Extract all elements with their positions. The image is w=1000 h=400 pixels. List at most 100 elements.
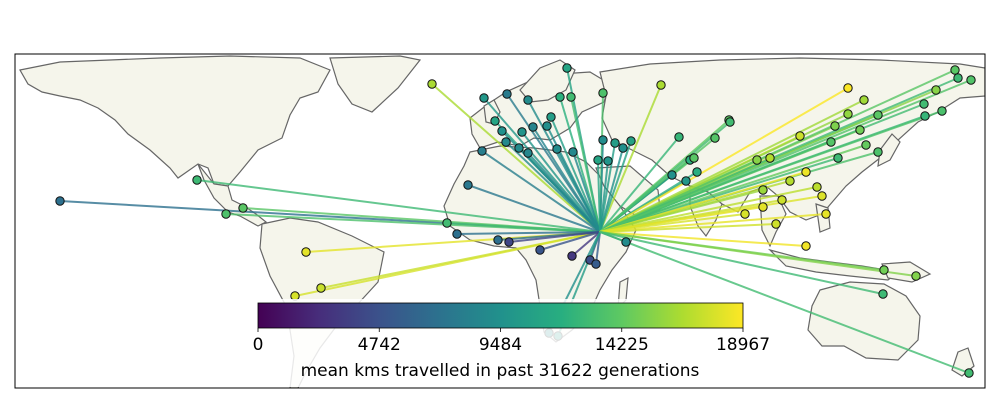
migration-point xyxy=(523,148,533,158)
migration-line xyxy=(599,213,827,233)
migration-line xyxy=(599,69,956,233)
colorbar-label: mean kms travelled in past 31622 generat… xyxy=(301,361,700,381)
migration-line xyxy=(599,160,609,233)
migration-point xyxy=(765,153,775,163)
migration-point xyxy=(514,143,524,153)
migration-point xyxy=(290,291,300,301)
migration-point xyxy=(710,133,720,143)
migration-point xyxy=(479,93,489,103)
migration-point xyxy=(517,127,527,137)
migration-line xyxy=(505,141,601,233)
migration-line xyxy=(599,84,662,233)
migration-point xyxy=(301,247,311,257)
migration-point xyxy=(861,140,871,150)
migration-point xyxy=(490,116,500,126)
migration-point xyxy=(593,155,603,165)
migration-line xyxy=(599,231,807,247)
migration-line xyxy=(431,83,601,233)
colorbar: 0 4742 9484 14225 18967 mean kms travelled i… xyxy=(250,299,770,387)
map-frame xyxy=(14,53,986,389)
colorbar-ticks: 0 4742 9484 14225 18967 xyxy=(253,328,770,355)
migration-point xyxy=(911,271,921,281)
migration-point xyxy=(937,106,947,116)
migration-point xyxy=(758,185,768,195)
landmass-central-america xyxy=(197,163,268,227)
migration-point xyxy=(546,112,556,122)
migration-point xyxy=(826,137,836,147)
migration-point xyxy=(821,209,831,219)
migration-point xyxy=(427,79,437,89)
migration-line xyxy=(467,184,601,233)
migration-point xyxy=(692,167,702,177)
migration-line xyxy=(539,231,601,251)
migration-point xyxy=(618,143,628,153)
migration-point xyxy=(964,368,974,378)
migration-point xyxy=(598,135,608,145)
migration-point xyxy=(931,85,941,95)
migration-point xyxy=(621,237,631,247)
migration-point xyxy=(920,111,930,121)
migration-point xyxy=(566,92,576,102)
colorbar-tick-label: 18967 xyxy=(716,335,770,355)
migration-point xyxy=(950,65,960,75)
migration-point xyxy=(843,83,853,93)
landmass-australia xyxy=(807,281,921,361)
migration-line xyxy=(599,110,943,233)
migration-point xyxy=(477,146,487,156)
migration-point xyxy=(501,137,511,147)
migration-point xyxy=(855,125,865,135)
migration-line xyxy=(456,231,601,235)
migration-point xyxy=(603,156,613,166)
migration-point xyxy=(873,110,883,120)
migration-point xyxy=(442,218,452,228)
migration-line xyxy=(595,231,601,265)
migration-point xyxy=(562,63,572,73)
migration-line xyxy=(196,179,601,233)
migration-line xyxy=(599,121,731,233)
migration-line xyxy=(571,231,601,257)
migration-point xyxy=(656,80,666,90)
migration-point xyxy=(966,75,976,85)
migration-point xyxy=(812,182,822,192)
migration-point xyxy=(591,259,601,269)
migration-point xyxy=(752,155,762,165)
migration-point xyxy=(568,147,578,157)
migration-point xyxy=(817,191,827,201)
migration-point xyxy=(740,209,750,219)
migration-point xyxy=(497,126,507,136)
migration-point xyxy=(830,121,840,131)
migration-point xyxy=(626,136,636,146)
migration-point xyxy=(523,95,533,105)
migration-line xyxy=(599,223,777,233)
migration-point xyxy=(785,176,795,186)
migration-point xyxy=(502,89,512,99)
migration-line xyxy=(570,96,601,233)
migration-point xyxy=(681,176,691,186)
migration-point xyxy=(528,122,538,132)
migration-point xyxy=(873,147,883,157)
migration-line xyxy=(599,231,970,374)
migration-line xyxy=(599,79,972,233)
migration-line xyxy=(508,231,601,243)
migration-point xyxy=(316,283,326,293)
migration-point xyxy=(192,175,202,185)
migration-line xyxy=(527,152,601,233)
colorbar-tick-label: 0 xyxy=(253,335,264,355)
colorbar-gradient xyxy=(257,302,744,329)
landmass-scandinavia xyxy=(519,59,576,103)
migration-point xyxy=(689,153,699,163)
migration-point xyxy=(777,195,787,205)
migration-point xyxy=(555,92,565,102)
migration-line xyxy=(599,231,884,295)
migration-point xyxy=(878,289,888,299)
migration-point xyxy=(801,241,811,251)
colorbar-tick-label: 4742 xyxy=(358,335,401,355)
migration-point xyxy=(953,73,963,83)
migration-line xyxy=(532,126,601,233)
migration-point xyxy=(535,245,545,255)
migration-point xyxy=(667,170,677,180)
migration-point xyxy=(758,202,768,212)
migration-line xyxy=(599,136,680,233)
migration-line xyxy=(481,150,601,233)
